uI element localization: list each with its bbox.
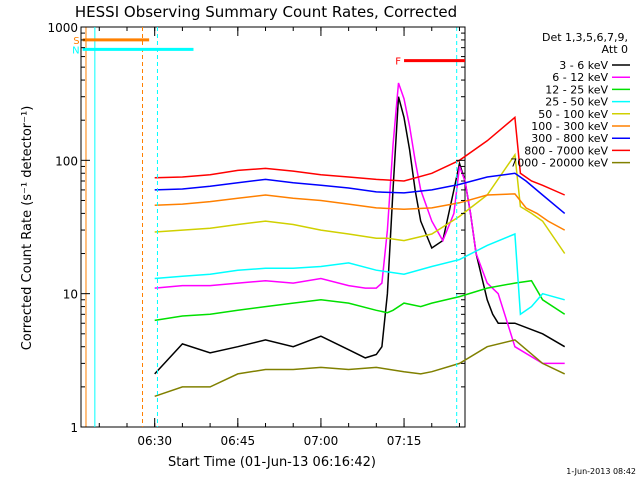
- legend-label-3-6-kev: 3 - 6 keV: [559, 59, 608, 72]
- annotation-label-s: S: [73, 36, 79, 47]
- legend-label-100-300-kev: 100 - 300 keV: [531, 120, 608, 133]
- legend-label-50-100-kev: 50 - 100 keV: [538, 108, 608, 121]
- legend-label-7000-20000-kev: 7000 - 20000 keV: [510, 157, 608, 170]
- series-line-25-50-kev: [154, 232, 565, 316]
- series-layer: [154, 82, 566, 398]
- series-line-50-100-kev: [154, 152, 566, 254]
- legend-label-25-50-kev: 25 - 50 keV: [545, 96, 608, 109]
- region-layer: [85, 27, 458, 427]
- x-axis-label: Start Time (01-Jun-13 06:16:42): [168, 455, 376, 470]
- legend-label-300-800-kev: 300 - 800 keV: [531, 132, 608, 145]
- legend-label-12-25-kev: 12 - 25 keV: [545, 83, 608, 96]
- plot-frame: [80, 26, 466, 428]
- series-line-300-800-kev: [154, 172, 566, 214]
- legend-header-line-2: Att 0: [602, 43, 628, 56]
- y-axis-label: Corrected Count Rate (s⁻¹ detector⁻¹): [20, 106, 35, 351]
- y-tick-label: 1: [70, 421, 78, 435]
- chart-title: HESSI Observing Summary Count Rates, Cor…: [75, 3, 457, 21]
- plot-area: SN F 1 10 100 1000 06:30 06:45 07:00 07:15: [47, 21, 566, 448]
- y-tick-label: 100: [55, 154, 78, 168]
- annotation-label-n: N: [72, 45, 79, 56]
- y-tick-label: 10: [63, 288, 78, 302]
- annotation-layer: SN F: [72, 36, 465, 68]
- series-line-12-25-kev: [154, 279, 566, 322]
- annotation-label-f: F: [395, 57, 401, 68]
- legend-label-6-12-kev: 6 - 12 keV: [552, 71, 608, 84]
- x-tick-label: 07:15: [387, 434, 422, 448]
- series-line-100-300-kev: [154, 193, 566, 231]
- y-axis-ticks: 1 10 100 1000: [47, 21, 465, 435]
- series-line-3-6-kev: [154, 96, 566, 375]
- legend-header-line-1: Det 1,3,5,6,7,9,: [542, 31, 628, 44]
- series-line-800-7000-kev: [154, 115, 566, 196]
- series-line-7000-20000-kev: [154, 339, 566, 398]
- footer-date: 1-Jun-2013 08:42: [566, 467, 636, 476]
- series-line-6-12-kev: [154, 82, 565, 365]
- y-tick-label: 1000: [47, 21, 78, 35]
- legend-label-800-7000-kev: 800 - 7000 keV: [524, 144, 608, 157]
- x-axis-ticks: 06:30 06:45 07:00 07:15: [98, 27, 460, 448]
- x-tick-label: 07:00: [304, 434, 339, 448]
- x-tick-label: 06:45: [221, 434, 256, 448]
- x-tick-label: 06:30: [137, 434, 172, 448]
